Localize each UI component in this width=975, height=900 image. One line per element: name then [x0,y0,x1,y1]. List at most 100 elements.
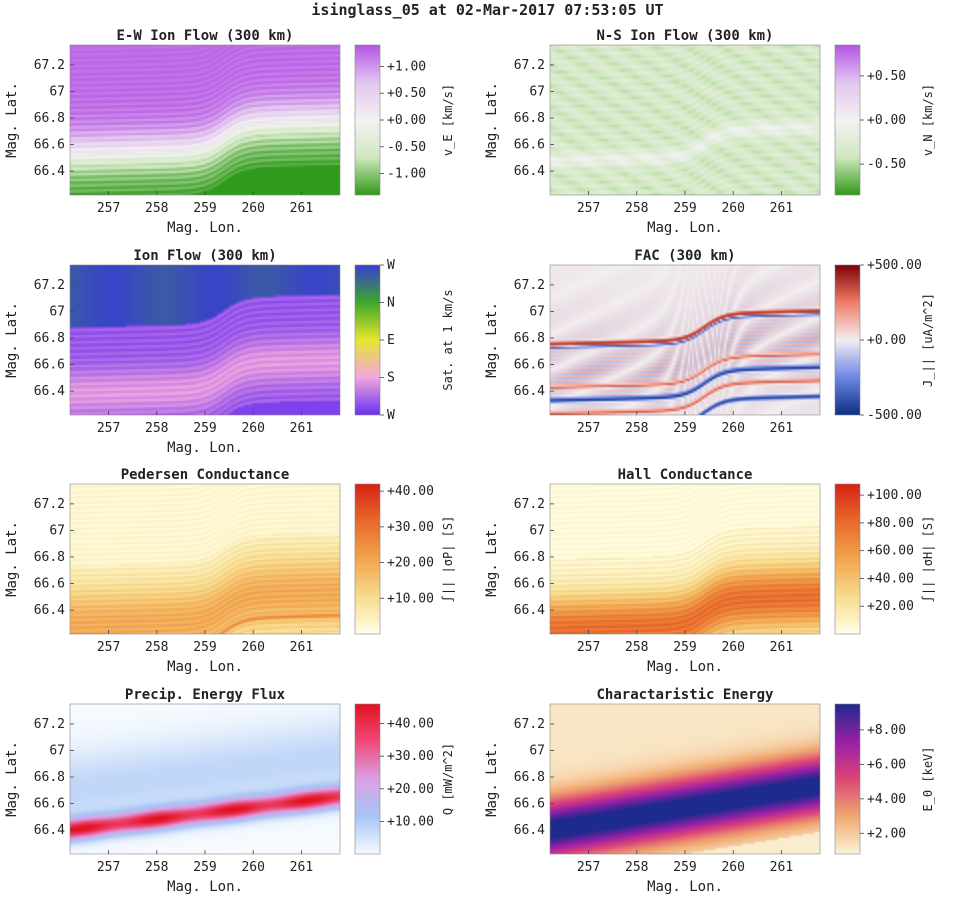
colorbar-label: Sat. at 1 km/s [441,289,455,390]
heatmap-image [70,704,340,854]
colorbar-tick-label: -1.00 [387,167,426,182]
x-tick-label: 257 [577,640,600,655]
y-tick-label: 67 [49,304,65,319]
y-tick-label: 67.2 [34,717,65,732]
colorbar-tick-label: +40.00 [387,717,434,732]
y-axis-label: Mag. Lat. [4,521,20,597]
x-tick-label: 261 [290,860,313,875]
x-tick-label: 260 [241,201,264,216]
colorbar-label: E_0 [keV] [921,746,935,811]
panel-ew_flow: E-W Ion Flow (300 km) 257 258 259 260 261 66.4… [4,28,455,236]
y-tick-label: 66.4 [34,164,65,179]
y-tick-label: 67 [529,523,545,538]
colorbar-tick-label: W [387,258,395,273]
colorbar-tick-label: +80.00 [867,516,914,531]
x-tick-label: 261 [770,421,793,436]
x-tick-label: 261 [290,201,313,216]
colorbar [355,704,380,854]
colorbar-tick-label: +2.00 [867,826,906,841]
colorbar [835,704,860,854]
colorbar-tick-label: +10.00 [387,814,434,829]
x-tick-label: 258 [145,640,168,655]
colorbar-tick-label: +10.00 [387,591,434,606]
colorbar-tick-label: +1.00 [387,59,426,74]
colorbar [355,484,380,634]
x-tick-label: 258 [625,421,648,436]
colorbar-frame [834,483,861,635]
x-tick-label: 260 [241,640,264,655]
y-axis-label: Mag. Lat. [484,302,500,378]
x-axis-label: Mag. Lon. [647,220,723,236]
colorbar-tick-label: +20.00 [387,556,434,571]
x-axis-label: Mag. Lon. [647,879,723,895]
x-tick-label: 261 [770,201,793,216]
y-tick-label: 67.2 [514,717,545,732]
panel-title: Hall Conductance [618,467,753,483]
colorbar-label: ∫|| |σH| [S] [921,516,935,603]
colorbar-tick-label: +0.00 [867,333,906,348]
y-tick-label: 66.8 [34,550,65,565]
y-tick-label: 66.6 [514,577,545,592]
x-axis-label: Mag. Lon. [167,220,243,236]
panel-title: FAC (300 km) [634,248,735,264]
x-tick-label: 258 [145,860,168,875]
heatmap-image [70,484,340,634]
y-tick-label: 66.4 [514,384,545,399]
y-tick-label: 67.2 [514,278,545,293]
colorbar-label: Q [mW/m^2] [441,743,455,815]
x-tick-label: 259 [193,640,216,655]
y-tick-label: 67 [49,84,65,99]
panel-eflux: Precip. Energy Flux 257 258 259 260 261 66.4 66… [4,687,455,895]
panel-title: Ion Flow (300 km) [133,248,276,264]
x-tick-label: 259 [673,860,696,875]
y-tick-label: 67 [529,304,545,319]
colorbar-tick-label: +40.00 [867,571,914,586]
y-tick-label: 67 [49,743,65,758]
y-tick-label: 66.6 [34,577,65,592]
colorbar-tick-label: -0.50 [867,157,906,172]
y-tick-label: 66.6 [514,358,545,373]
y-tick-label: 67.2 [514,58,545,73]
heatmap-image [550,704,820,854]
x-tick-label: 257 [97,860,120,875]
colorbar-label: v_N [km/s] [921,84,935,156]
x-tick-label: 257 [577,201,600,216]
panel-title: Precip. Energy Flux [125,687,286,703]
x-tick-label: 260 [721,640,744,655]
y-tick-label: 66.6 [514,138,545,153]
heatmap-image [70,265,340,415]
colorbar-tick-label: S [387,371,395,386]
y-tick-label: 66.4 [34,823,65,838]
x-tick-label: 261 [770,860,793,875]
x-tick-label: 261 [290,640,313,655]
colorbar-tick-label: +100.00 [867,488,922,503]
x-axis-label: Mag. Lon. [167,440,243,456]
panel-pedersen: Pedersen Conductance 257 258 259 260 261 66.4 6… [4,467,455,675]
x-axis-label: Mag. Lon. [167,879,243,895]
y-tick-label: 67.2 [34,497,65,512]
colorbar-tick-label: W [387,408,395,423]
panel-hall: Hall Conductance 257 258 259 260 261 66.4 66.6 6… [484,467,935,675]
x-axis-label: Mag. Lon. [647,659,723,675]
colorbar-tick-label: +6.00 [867,757,906,772]
heatmap-image [550,265,820,415]
x-tick-label: 259 [673,421,696,436]
x-tick-label: 260 [241,421,264,436]
x-tick-label: 259 [673,201,696,216]
panel-title: E-W Ion Flow (300 km) [116,28,293,44]
x-tick-label: 260 [241,860,264,875]
y-axis-label: Mag. Lat. [484,521,500,597]
y-tick-label: 66.4 [34,384,65,399]
panel-flow_dir: Ion Flow (300 km) 257 258 259 260 261 66.4 66.6… [4,248,455,456]
colorbar-frame [834,703,861,855]
y-tick-label: 66.8 [514,331,545,346]
colorbar-tick-label: +4.00 [867,792,906,807]
colorbar-tick-label: +30.00 [387,520,434,535]
x-tick-label: 260 [721,201,744,216]
y-tick-label: 66.6 [34,797,65,812]
colorbar-tick-label: +0.00 [387,113,426,128]
colorbar-tick-label: E [387,333,395,348]
colorbar-tick-label: +60.00 [867,544,914,559]
x-tick-label: 259 [193,860,216,875]
